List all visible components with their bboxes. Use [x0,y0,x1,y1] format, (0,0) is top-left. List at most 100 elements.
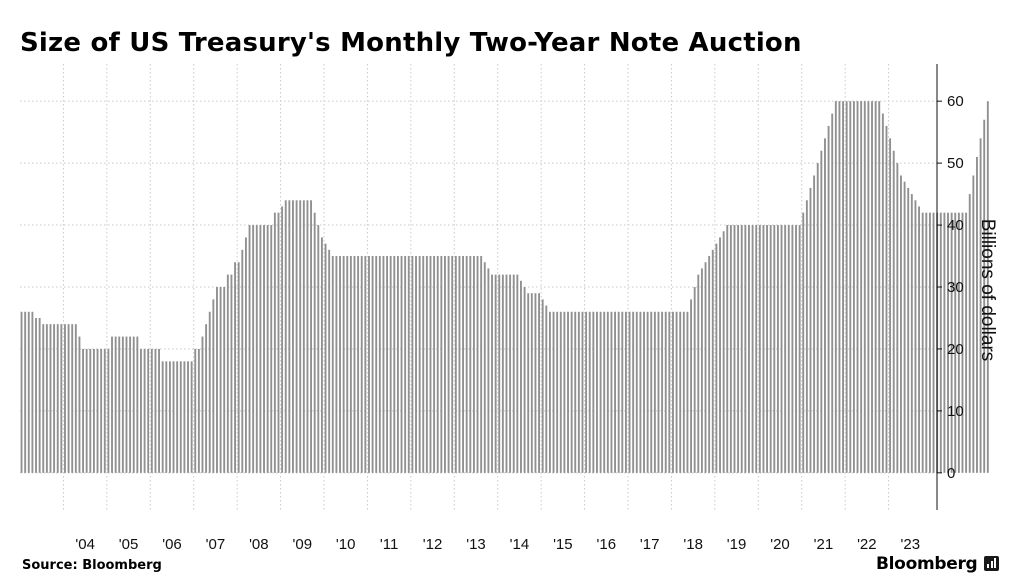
bar [386,256,388,473]
bar [928,212,931,473]
bar [349,256,352,473]
bar [74,324,77,473]
bar [715,243,718,473]
bar [700,268,703,473]
y-tick-label: 40 [947,217,964,234]
bar [780,225,783,473]
chart-title: Size of US Treasury's Monthly Two-Year N… [20,28,802,58]
x-tick-label: '05 [119,536,139,553]
bar [205,324,208,473]
bar [56,324,59,473]
bar [335,256,338,473]
bar [961,212,964,473]
bar [487,268,490,473]
bar [860,101,863,473]
bar [614,311,616,473]
bar [100,348,103,473]
bar [24,311,27,473]
x-tick-label: '17 [640,536,660,553]
bar [491,274,493,473]
bar [125,336,128,473]
bar [270,225,273,473]
bar [675,311,678,473]
bar [49,324,52,473]
bar [425,256,428,473]
bar [313,212,316,473]
bar [299,200,302,473]
bar [585,311,588,473]
bar [527,293,530,473]
bar [306,200,309,473]
bar [545,305,548,473]
bar [914,200,917,473]
bar [581,311,584,473]
bar [932,212,935,473]
bar [469,256,472,473]
bar [360,256,363,473]
bar [925,212,928,473]
bar [317,225,320,473]
y-axis [936,64,942,510]
bar [201,336,204,473]
bar [722,231,725,473]
bar [364,256,367,473]
bar [740,225,743,473]
bar [375,256,378,473]
bar [863,101,866,473]
bar [179,361,182,473]
bar [856,101,859,473]
bar [563,311,566,473]
bar [302,200,305,473]
bar [907,187,910,473]
bar [643,311,645,473]
bar [472,256,475,473]
bar [976,156,978,473]
bar [140,348,142,473]
bar [603,311,606,473]
bar [918,206,920,473]
bar [273,212,276,473]
bar [71,324,74,473]
bar [129,336,132,473]
bar [845,101,848,473]
x-tick-label: '23 [901,536,921,553]
bar [621,311,624,473]
bar [979,138,982,473]
bar [53,324,56,473]
bar [197,348,200,473]
bar [320,237,323,473]
bar [874,101,877,473]
bar [784,225,787,473]
bar [458,256,461,473]
bar [751,225,754,473]
x-tick-label: '07 [206,536,226,553]
bar [436,256,439,473]
bar [769,225,772,473]
bar [824,138,826,473]
bar [729,225,732,473]
bar [520,280,522,473]
bar [762,225,765,473]
bar [889,138,892,473]
bar [910,194,913,473]
bar [556,311,559,473]
bar [353,256,356,473]
bar [328,249,331,473]
bar [331,256,334,473]
y-tick-label: 50 [947,155,964,172]
bar [505,274,508,473]
bar [838,101,841,473]
bar [737,225,740,473]
x-tick-label: '11 [380,536,398,553]
bar [596,311,598,473]
bar [234,262,236,473]
bar [415,256,417,473]
bar [404,256,407,473]
bar [523,287,526,473]
bar [606,311,609,473]
bar [277,212,280,473]
bar [726,225,729,473]
bar [266,225,269,473]
bar [158,348,160,473]
bar [339,256,341,473]
